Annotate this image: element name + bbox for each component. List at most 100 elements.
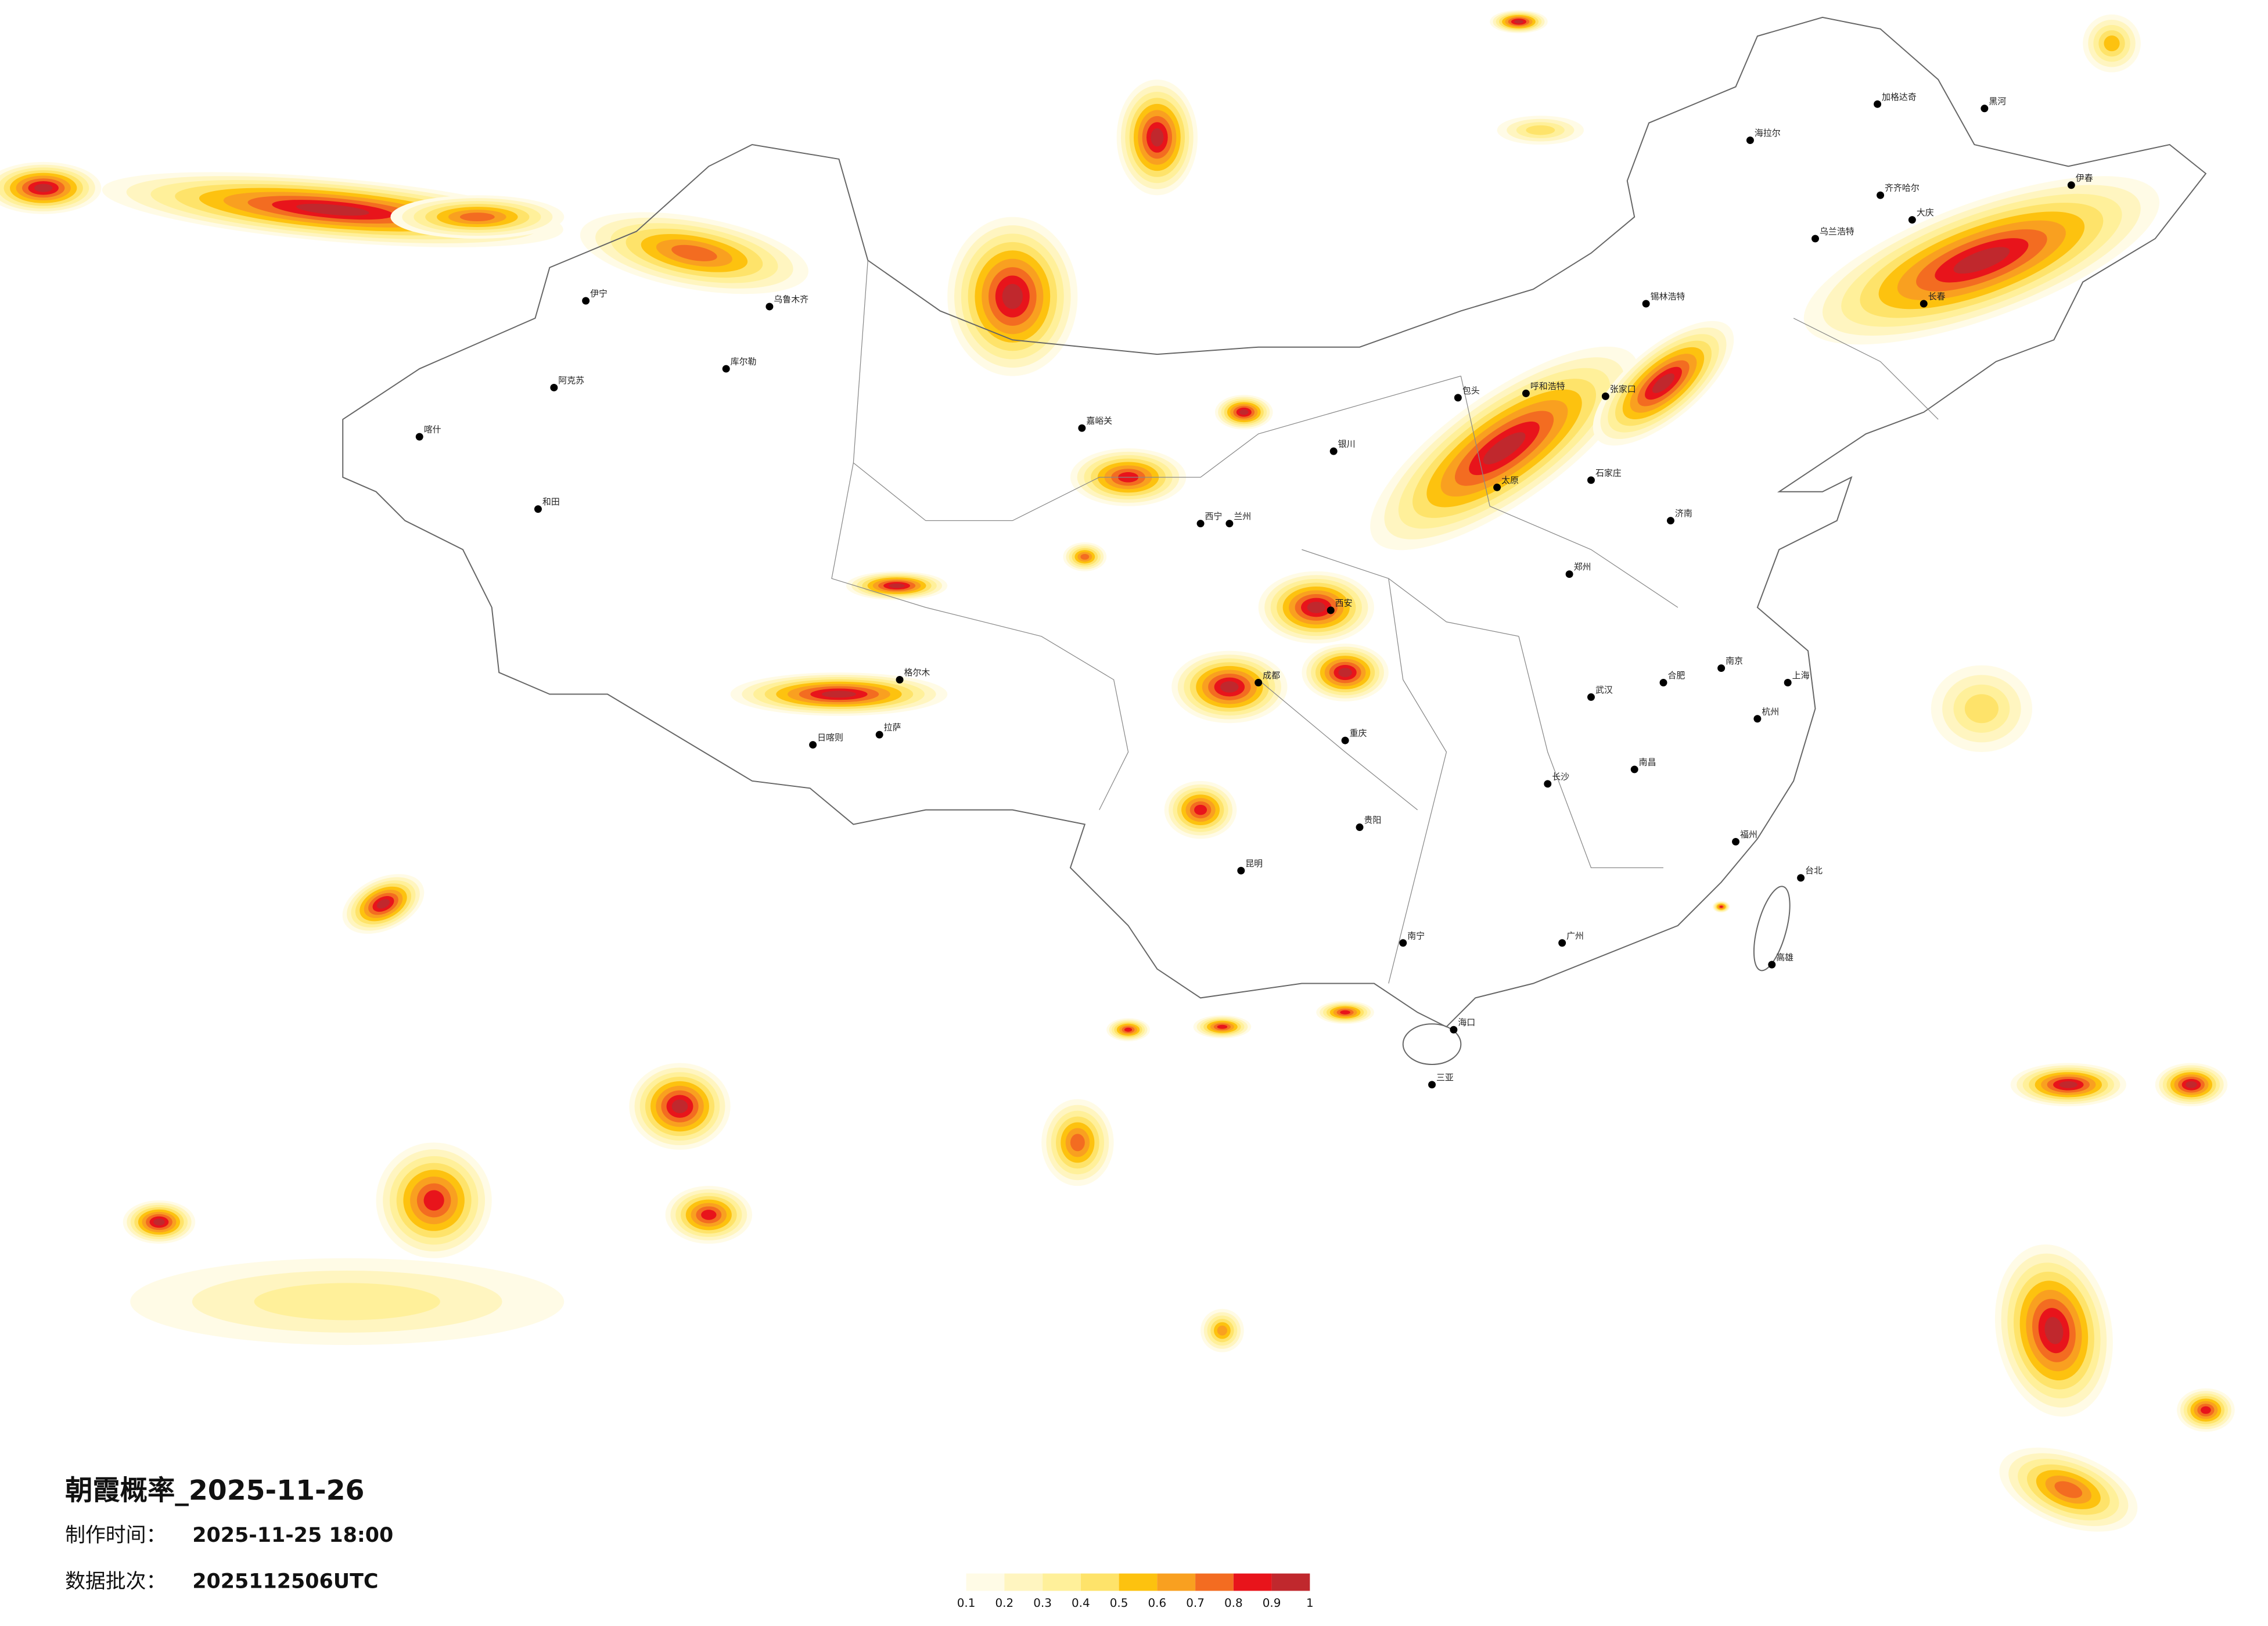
city-dot	[1399, 939, 1407, 947]
city-label: 格尔木	[904, 667, 930, 678]
city-label: 锡林浩特	[1651, 292, 1685, 302]
probability-area	[296, 203, 369, 216]
city-dot	[1797, 874, 1805, 882]
legend-swatch	[966, 1573, 1005, 1591]
city-label: 贵阳	[1364, 815, 1381, 825]
legend: 0.1 0.2 0.3 0.4 0.5 0.6 0.7 0.8 0.9 1	[957, 1573, 1314, 1610]
city-dot	[1450, 1026, 1458, 1034]
city-label: 大庆	[1917, 207, 1934, 218]
city-dot	[1255, 679, 1263, 686]
probability-area	[1239, 409, 1249, 415]
city-dot	[534, 505, 542, 513]
city-dot	[1874, 100, 1882, 108]
city-dot	[1329, 447, 1338, 455]
probability-area	[2186, 1081, 2197, 1088]
info-label: 数据批次：	[65, 1570, 166, 1593]
city-dot	[1558, 939, 1566, 947]
city-label: 郑州	[1574, 562, 1591, 572]
city-dot	[1428, 1081, 1436, 1089]
city-label: 济南	[1675, 508, 1692, 519]
city-label: 拉萨	[884, 722, 901, 733]
city-dot	[1454, 394, 1462, 402]
probability-area	[1483, 432, 1526, 465]
city-dot	[1784, 679, 1792, 686]
city-label: 成都	[1263, 670, 1280, 681]
legend-swatch	[1157, 1573, 1196, 1591]
probability-area	[1220, 681, 1239, 693]
legend-swatch	[1195, 1573, 1234, 1591]
legend-tick-label: 1	[1306, 1596, 1314, 1610]
probability-area	[1217, 1024, 1228, 1029]
city-dot	[1753, 715, 1762, 723]
probability-area	[1514, 20, 1523, 24]
city-dot	[875, 731, 883, 739]
city-label: 上海	[1792, 670, 1810, 681]
legend-tick-label: 0.8	[1224, 1596, 1243, 1610]
legend-swatch	[1233, 1573, 1272, 1591]
probability-area	[1307, 602, 1326, 613]
city-dot	[1659, 679, 1667, 686]
city-dot	[582, 297, 590, 305]
legend-tick-label: 0.3	[1033, 1596, 1052, 1610]
city-dot	[1587, 476, 1595, 484]
city-dot	[1746, 136, 1754, 145]
legend-tick-label: 0.6	[1148, 1596, 1167, 1610]
city-label: 南京	[1726, 656, 1743, 666]
probability-area	[153, 1218, 165, 1226]
city-dot	[1356, 823, 1364, 832]
city-dot	[1666, 517, 1674, 525]
city-label: 福州	[1740, 829, 1757, 840]
probability-area	[1151, 128, 1164, 147]
city-dot	[1908, 216, 1916, 224]
city-label: 银川	[1338, 439, 1356, 449]
city-label: 三亚	[1436, 1072, 1454, 1082]
city-dot	[1196, 520, 1205, 528]
probability-area	[1002, 283, 1023, 310]
legend-swatch	[1271, 1573, 1310, 1591]
legend-tick-label: 0.5	[1110, 1596, 1128, 1610]
city-label: 黑河	[1989, 96, 2006, 106]
city-label: 南昌	[1639, 757, 1656, 767]
legend-swatch	[1043, 1573, 1081, 1591]
city-dot	[415, 433, 423, 441]
probability-area	[1338, 668, 1352, 677]
legend-swatch	[1119, 1573, 1158, 1591]
city-dot	[1601, 392, 1609, 400]
city-dot	[1565, 570, 1573, 578]
city-label: 重庆	[1350, 728, 1367, 739]
city-label: 库尔勒	[731, 357, 757, 367]
city-label: 加格达奇	[1882, 92, 1917, 102]
info-value: 2025112506UTC	[192, 1570, 378, 1593]
city-label: 兰州	[1234, 511, 1251, 521]
taiwan-outline	[1753, 886, 1791, 972]
city-dot	[1732, 837, 1739, 846]
city-label: 太原	[1501, 475, 1519, 485]
city-label: 合肥	[1667, 670, 1685, 681]
city-dot	[1225, 520, 1234, 528]
map-title: 朝霞概率_2025-11-26	[65, 1475, 364, 1507]
city-dot	[1768, 961, 1776, 969]
probability-area	[2201, 1406, 2211, 1414]
city-label: 西安	[1335, 598, 1353, 608]
probability-area	[1217, 1325, 1228, 1336]
city-dot	[809, 741, 817, 749]
city-label: 嘉峪关	[1086, 416, 1112, 426]
probability-area	[423, 1190, 444, 1211]
city-label: 昆明	[1245, 858, 1263, 869]
city-label: 张家口	[1610, 384, 1636, 394]
city-dot	[1493, 483, 1501, 491]
city-label: 喀什	[424, 425, 441, 435]
city-label: 呼和浩特	[1530, 381, 1565, 391]
probability-area	[34, 184, 53, 192]
legend-tick-label: 0.4	[1072, 1596, 1090, 1610]
probability-area	[1194, 804, 1207, 815]
probability-area	[889, 583, 905, 588]
probability-area	[1070, 1134, 1085, 1152]
city-label: 西宁	[1205, 511, 1223, 521]
city-dot	[1642, 300, 1650, 308]
legend-tick-label: 0.9	[1263, 1596, 1281, 1610]
legend-tick-label: 0.1	[957, 1596, 976, 1610]
city-label: 广州	[1566, 930, 1584, 941]
